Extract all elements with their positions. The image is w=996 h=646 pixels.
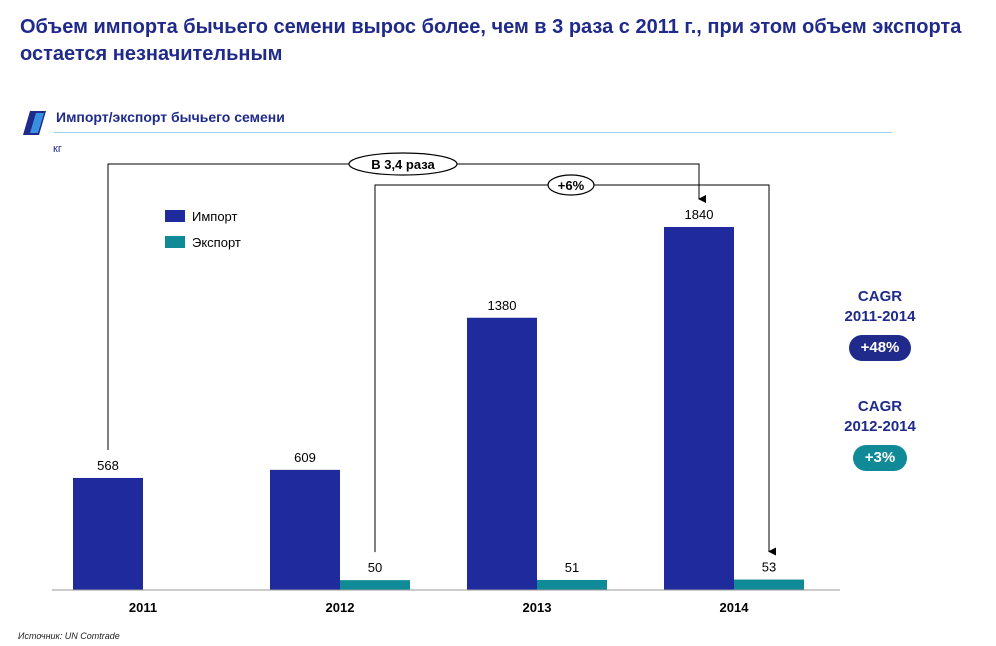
data-label-import-2014: 1840 <box>685 207 714 222</box>
bar-import-2013 <box>467 317 537 590</box>
cagr-period: 2012-2014 <box>844 418 916 435</box>
bar-import-2014 <box>664 227 734 590</box>
x-tick-label-2013: 2013 <box>523 600 552 615</box>
cagr-period: 2011-2014 <box>844 308 916 325</box>
section-divider <box>54 132 892 133</box>
cagr-value-badge: +48% <box>848 335 912 361</box>
cagr-value-badge: +3% <box>852 445 908 471</box>
page-title: Объем импорта бычьего семени вырос более… <box>20 16 962 65</box>
legend-swatch-import <box>165 210 185 222</box>
legend-label-export: Экспорт <box>192 235 241 250</box>
section-marker-icon <box>23 111 46 135</box>
annotation-arrow-import-growth <box>107 163 706 450</box>
annotation-bubble-import-growth <box>348 152 458 176</box>
bar-export-2012 <box>340 580 410 590</box>
annotation-bubble-export-growth <box>547 174 595 196</box>
data-label-import-2011: 568 <box>97 458 119 473</box>
data-label-import-2013: 1380 <box>488 298 517 313</box>
legend-swatch-export <box>165 236 185 248</box>
legend-label-import: Импорт <box>192 209 237 224</box>
cagr-title: CAGR <box>857 288 903 305</box>
legend: Импорт Экспорт <box>165 209 241 250</box>
source-note: Источник: UN Comtrade <box>18 631 120 641</box>
x-tick-label-2014: 2014 <box>720 600 750 615</box>
bar-export-2014 <box>734 579 804 590</box>
cagr-2011-2014: CAGR 2011-2014 +48% <box>820 287 940 361</box>
cagr-title: CAGR <box>857 398 903 415</box>
data-label-export-2013: 51 <box>565 560 579 575</box>
y-unit-label: кг <box>53 143 62 155</box>
annotation-label-import-growth: В 3,4 раза <box>371 157 435 172</box>
bars-layer: 568 2011 609 50 2012 1380 51 2013 1840 53 2014 <box>73 207 804 615</box>
chart-section-title: Импорт/экспорт бычьего семени <box>56 109 285 125</box>
x-tick-label-2012: 2012 <box>326 600 355 615</box>
bar-import-2012 <box>270 469 340 590</box>
x-tick-label-2011: 2011 <box>129 600 157 615</box>
annotation-layer: В 3,4 раза +6% <box>107 152 776 556</box>
data-label-export-2014: 53 <box>762 560 776 575</box>
cagr-2012-2014: CAGR 2012-2014 +3% <box>820 397 940 471</box>
bar-import-2011 <box>73 477 143 590</box>
data-label-import-2012: 609 <box>294 450 316 465</box>
annotation-label-export-growth: +6% <box>558 178 585 193</box>
data-label-export-2012: 50 <box>368 560 382 575</box>
bar-export-2013 <box>537 579 607 590</box>
